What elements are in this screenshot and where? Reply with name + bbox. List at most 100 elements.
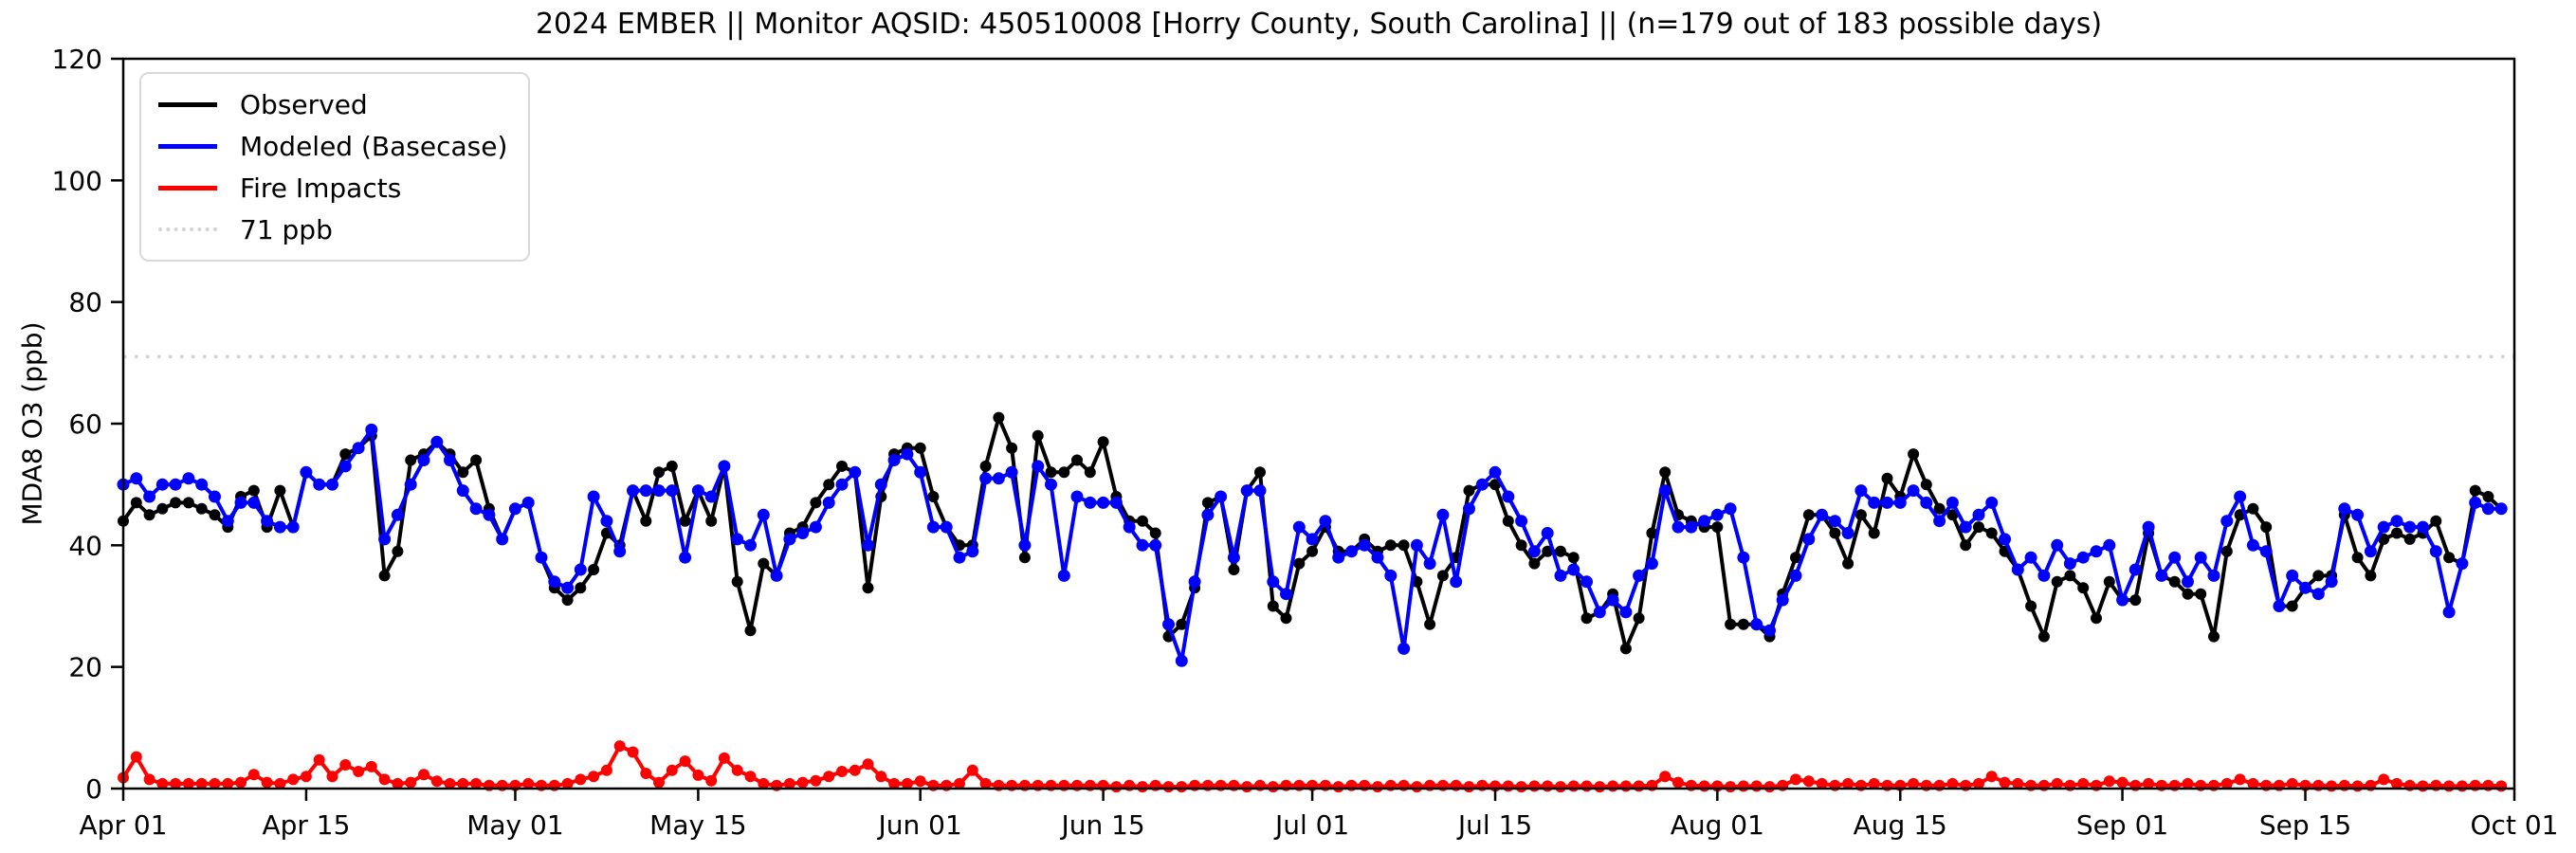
data-point <box>1084 496 1097 509</box>
data-point <box>966 764 978 776</box>
data-point <box>2037 569 2051 582</box>
data-point <box>1542 780 1554 792</box>
data-point <box>849 764 861 776</box>
data-point <box>2143 777 2155 789</box>
data-point <box>1463 484 1475 497</box>
data-point <box>652 484 666 498</box>
data-point <box>1698 515 1711 528</box>
data-point <box>1959 520 1972 534</box>
data-point <box>247 496 261 509</box>
data-point <box>2091 612 2102 625</box>
data-point <box>1489 465 1502 479</box>
data-point <box>2103 775 2115 788</box>
data-point <box>2286 600 2298 612</box>
data-point <box>1267 575 1280 589</box>
data-point <box>274 484 286 497</box>
data-point <box>1527 545 1541 558</box>
x-tick-label: Sep 15 <box>2259 809 2351 841</box>
data-point <box>182 777 194 789</box>
x-tick-label: May 15 <box>649 809 746 841</box>
data-point <box>1084 466 1096 479</box>
data-point <box>2443 552 2456 564</box>
data-point <box>744 625 757 637</box>
data-point <box>613 740 626 753</box>
y-tick-label: 60 <box>68 408 102 440</box>
data-point <box>326 478 338 491</box>
data-point <box>286 520 300 534</box>
x-tick-label: Oct 01 <box>2471 809 2559 841</box>
y-tick-label: 40 <box>68 530 102 561</box>
data-point <box>588 564 600 575</box>
data-point <box>1436 570 1449 582</box>
data-point <box>1411 781 1423 793</box>
data-point <box>940 520 953 534</box>
data-point <box>2326 780 2338 792</box>
data-point <box>1580 612 1593 625</box>
data-point <box>1580 780 1593 792</box>
x-tick-label: Apr 15 <box>262 809 350 841</box>
data-point <box>508 502 521 516</box>
y-tick-label: 100 <box>52 165 102 196</box>
data-point <box>535 551 548 564</box>
data-point <box>405 454 417 466</box>
x-tick-label: May 01 <box>466 809 563 841</box>
data-point <box>234 496 247 509</box>
data-point <box>313 753 325 766</box>
data-point <box>1436 508 1450 521</box>
data-point <box>1776 593 1789 607</box>
data-point <box>1725 618 1737 630</box>
data-point <box>1946 496 1959 509</box>
data-point <box>705 515 718 527</box>
data-point <box>2403 520 2417 534</box>
data-point <box>1227 551 1240 564</box>
data-point <box>378 773 391 786</box>
data-point <box>927 491 940 502</box>
data-point <box>287 773 300 786</box>
data-point <box>627 484 639 498</box>
data-point <box>182 472 195 485</box>
data-point <box>1567 563 1580 576</box>
data-point <box>221 515 234 528</box>
data-point <box>1580 575 1593 589</box>
observed-line-swatch <box>158 101 217 107</box>
data-point <box>966 545 979 558</box>
data-point <box>1541 527 1554 539</box>
data-point <box>156 502 169 515</box>
data-point <box>575 582 587 594</box>
data-point <box>627 746 639 758</box>
data-point <box>2259 545 2273 558</box>
data-point <box>744 771 757 783</box>
data-point <box>300 465 313 479</box>
data-point <box>1254 466 1266 479</box>
data-point <box>561 594 574 607</box>
data-point <box>456 484 469 498</box>
data-point <box>1802 509 1815 521</box>
data-point <box>770 569 783 582</box>
data-point <box>1724 502 1737 516</box>
data-point <box>588 771 600 783</box>
data-point <box>1045 466 1057 479</box>
data-point <box>2273 600 2286 612</box>
data-point <box>2494 502 2508 516</box>
data-point <box>679 755 691 768</box>
legend-label: Observed <box>240 88 368 120</box>
data-point <box>1293 557 1306 570</box>
data-point <box>1842 777 1854 789</box>
data-point <box>1868 527 1880 539</box>
legend-label: 71 ppb <box>240 213 333 245</box>
legend: Observed Modeled (Basecase) Fire Impacts… <box>139 72 530 262</box>
y-tick-label: 0 <box>85 773 102 805</box>
data-point <box>195 777 208 789</box>
data-point <box>1646 527 1658 539</box>
data-point <box>1384 539 1397 552</box>
data-point <box>1985 771 1998 783</box>
data-point <box>1737 780 1749 792</box>
data-point <box>2299 581 2311 594</box>
data-point <box>692 769 704 781</box>
data-point <box>1176 781 1188 793</box>
data-point <box>1463 502 1475 516</box>
fire-line-swatch <box>158 185 217 191</box>
data-point <box>1619 780 1632 792</box>
data-point <box>914 442 926 454</box>
data-point <box>1973 777 1984 789</box>
